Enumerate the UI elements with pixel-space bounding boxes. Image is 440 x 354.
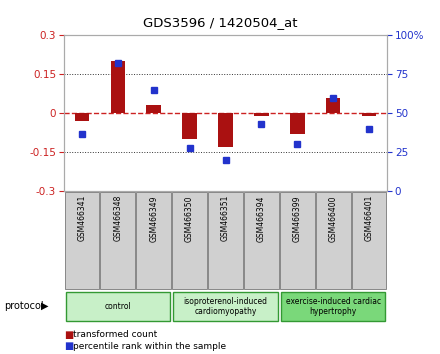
Text: GSM466348: GSM466348 [113,195,122,241]
Bar [218,113,233,147]
Bar [173,292,278,321]
Bar [136,192,171,289]
Bar [362,113,377,116]
Bar [244,192,279,289]
Bar [183,113,197,139]
Text: GSM466394: GSM466394 [257,195,266,242]
Bar [326,98,341,113]
Text: transformed count: transformed count [73,330,157,339]
Bar [254,113,269,116]
Text: ■: ■ [64,330,73,339]
Text: ▶: ▶ [41,301,48,311]
Text: protocol: protocol [4,301,44,311]
Bar [208,192,243,289]
Text: GSM466350: GSM466350 [185,195,194,242]
Text: GSM466400: GSM466400 [329,195,338,242]
Bar [316,192,351,289]
Text: GSM466349: GSM466349 [149,195,158,242]
Text: GSM466401: GSM466401 [365,195,374,241]
Bar [75,113,89,121]
Bar [100,192,135,289]
Bar [290,113,304,134]
Text: ■: ■ [64,341,73,351]
Text: percentile rank within the sample: percentile rank within the sample [73,342,226,351]
Bar [280,192,315,289]
Text: GSM466399: GSM466399 [293,195,302,242]
Bar [66,292,170,321]
Text: GSM466351: GSM466351 [221,195,230,241]
Bar [110,61,125,113]
Text: isoproterenol-induced
cardiomyopathy: isoproterenol-induced cardiomyopathy [183,297,268,316]
Text: GSM466341: GSM466341 [77,195,86,241]
Text: control: control [104,302,131,311]
Bar [281,292,385,321]
Text: GDS3596 / 1420504_at: GDS3596 / 1420504_at [143,16,297,29]
Bar [65,192,99,289]
Bar [147,105,161,113]
Bar [352,192,386,289]
Bar [172,192,207,289]
Text: exercise-induced cardiac
hypertrophy: exercise-induced cardiac hypertrophy [286,297,381,316]
